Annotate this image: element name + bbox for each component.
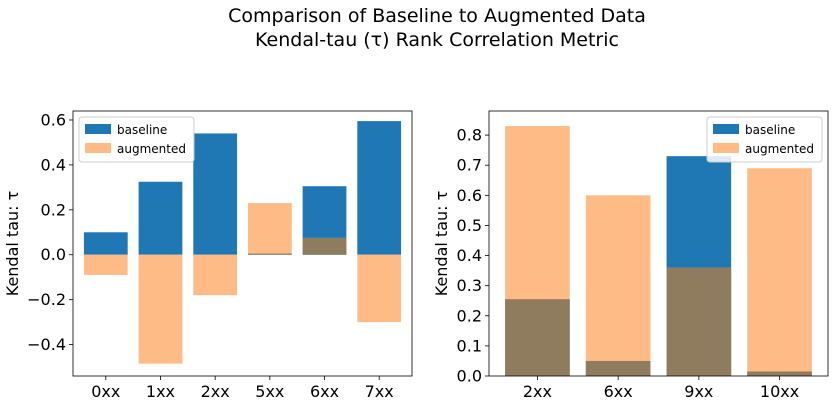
y-tick-label: −0.4 [27, 335, 66, 354]
y-axis-label: Kendal tau: τ [3, 191, 22, 297]
legend-swatch-augmented [713, 143, 739, 153]
x-tick-label-6xx: 6xx [604, 382, 633, 401]
bar-augmented-10xx [747, 168, 812, 376]
legend-swatch-augmented [85, 143, 111, 153]
bar-augmented-6xx [585, 195, 651, 376]
figure-title-line-1: Comparison of Baseline to Augmented Data [228, 5, 646, 27]
bar-overlap-5xx [247, 253, 292, 255]
legend: baseline augmented [706, 116, 823, 163]
left-chart: 0xx 1xx 2xx 5xx 6xx 7xx −0.4 −0.2 0.0 0.2 0.4 0.6 Ke… [3, 110, 413, 401]
y-tick-label: 0.2 [457, 306, 482, 325]
x-tick-label-10xx: 10xx [760, 382, 799, 401]
y-tick-label: 0.4 [41, 155, 66, 174]
bar-overlap-2xx [505, 299, 570, 376]
bar-augmented-5xx [247, 203, 292, 255]
legend: baseline augmented [78, 116, 195, 163]
axes-frame [72, 110, 413, 377]
legend-label-baseline: baseline [117, 123, 167, 137]
bar-overlap-6xx [585, 360, 651, 376]
y-tick-label: 0.3 [457, 276, 482, 295]
legend-swatch-baseline [85, 124, 111, 134]
x-tick-label-1xx: 1xx [146, 382, 175, 401]
bar-baseline-7xx [357, 121, 402, 255]
bar-baseline-0xx [83, 232, 128, 255]
legend-label-augmented: augmented [117, 142, 186, 156]
bar-overlap-10xx [747, 371, 812, 376]
y-tick-label: 0.4 [457, 246, 482, 265]
figure-title-line-2: Kendal-tau (τ) Rank Correlation Metric [255, 29, 619, 51]
x-tick-label-7xx: 7xx [365, 382, 394, 401]
y-tick-label: 0.2 [41, 200, 66, 219]
bar-augmented-7xx [357, 254, 402, 323]
bar-baseline-2xx [193, 133, 238, 255]
legend-swatch-baseline [713, 124, 739, 134]
legend-label-baseline: baseline [745, 123, 795, 137]
right-chart: 2xx 6xx 9xx 10xx 0.0 0.1 0.2 0.3 0.4 0.5 0.6 0.7 0.8… [432, 110, 829, 401]
y-tick-label: 0.1 [457, 336, 482, 355]
bar-augmented-0xx [83, 254, 128, 275]
y-tick-label: 0.6 [41, 110, 66, 129]
x-tick-label-5xx: 5xx [255, 382, 284, 401]
bar-baseline-1xx [138, 181, 183, 255]
x-tick-label-6xx: 6xx [310, 382, 339, 401]
y-tick-label: −0.2 [27, 290, 66, 309]
y-axis-label: Kendal tau: τ [432, 191, 451, 297]
axes-frame [488, 110, 829, 377]
bar-augmented-2xx [193, 254, 238, 296]
y-tick-label: 0.6 [457, 186, 482, 205]
y-tick-label: 0.0 [41, 245, 66, 264]
bar-overlap-6xx [302, 237, 347, 255]
x-tick-label-0xx: 0xx [91, 382, 120, 401]
y-tick-label: 0.7 [457, 156, 482, 175]
x-tick-label-2xx: 2xx [523, 382, 552, 401]
legend-label-augmented: augmented [745, 142, 814, 156]
x-tick-label-2xx: 2xx [201, 382, 230, 401]
y-tick-label: 0.5 [457, 216, 482, 235]
bar-overlap-9xx [666, 267, 732, 376]
x-tick-label-9xx: 9xx [684, 382, 713, 401]
bar-augmented-1xx [138, 254, 183, 364]
y-tick-label: 0.0 [457, 367, 482, 386]
y-tick-label: 0.8 [457, 126, 482, 145]
